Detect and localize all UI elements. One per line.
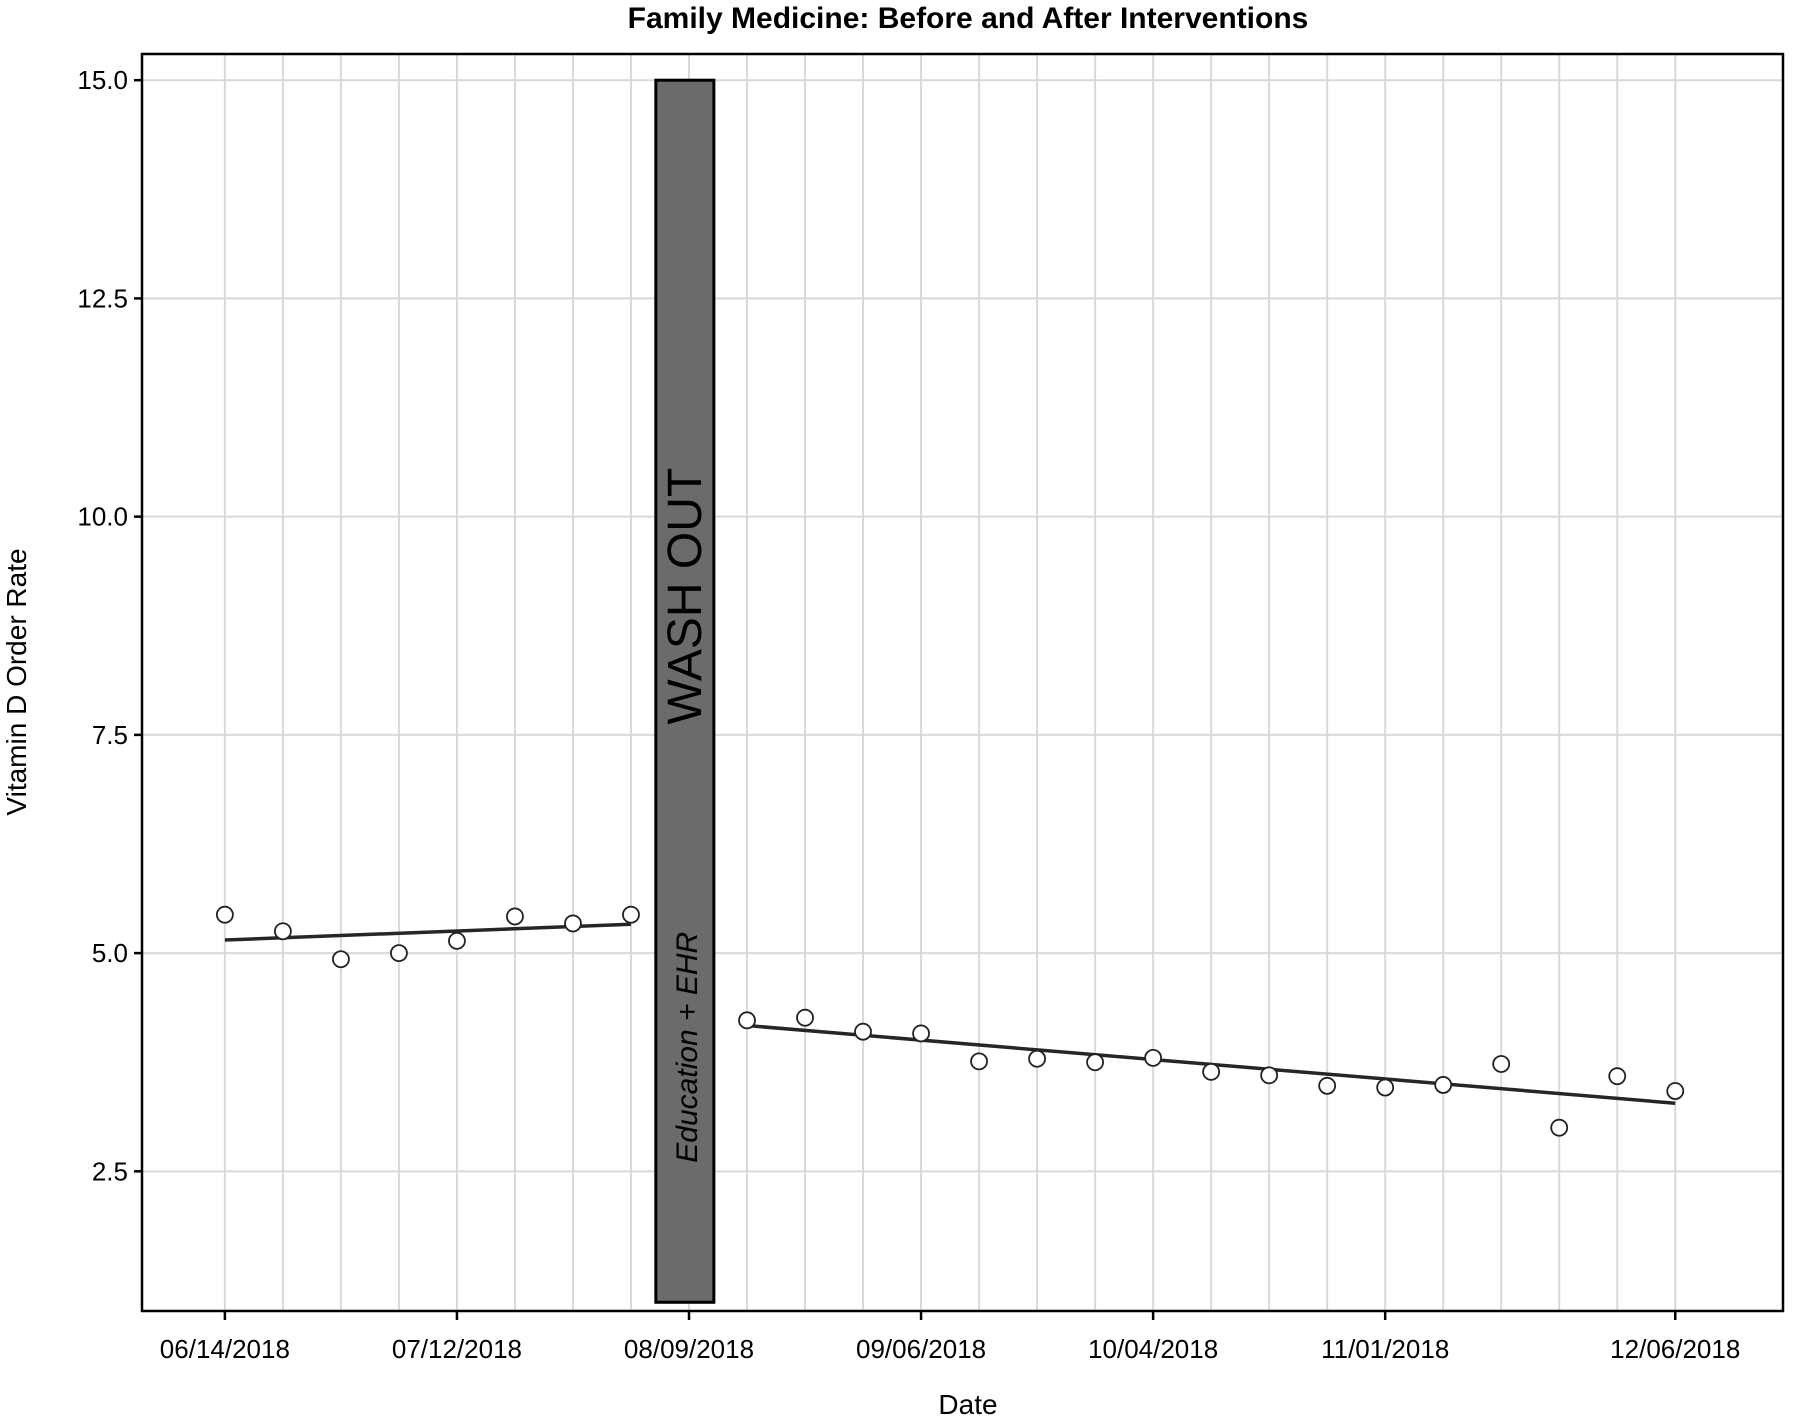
trend-line	[224, 922, 632, 942]
x-tick-label: 12/06/2018	[1610, 1334, 1740, 1364]
grid	[142, 54, 1783, 1311]
data-point	[738, 1011, 756, 1030]
x-tick-label: 10/04/2018	[1088, 1334, 1218, 1364]
trend-lines	[224, 922, 1676, 1105]
y-tick-label: 12.5	[77, 283, 128, 313]
data-point	[1550, 1118, 1569, 1137]
data-point	[622, 905, 640, 924]
x-tick-label: 06/14/2018	[160, 1334, 290, 1364]
data-point	[1202, 1062, 1221, 1081]
chart-title: Family Medicine: Before and After Interv…	[628, 2, 1309, 35]
data-point	[796, 1008, 814, 1027]
y-tick-label: 2.5	[92, 1156, 128, 1186]
x-tick-label: 07/12/2018	[392, 1334, 522, 1364]
data-point	[1492, 1055, 1511, 1073]
wash-out-label: WASH OUT	[659, 468, 712, 725]
y-tick-label: 10.0	[77, 502, 128, 532]
wash-out-band: WASH OUT Education + EHR	[654, 78, 716, 1304]
data-point	[564, 914, 582, 933]
data-point	[1144, 1048, 1163, 1067]
data-point	[1086, 1053, 1105, 1072]
data-point	[273, 922, 292, 941]
x-tick-label: 11/01/2018	[1321, 1334, 1449, 1364]
x-tick-label: 08/09/2018	[624, 1334, 754, 1364]
data-point	[215, 905, 234, 924]
data-point	[912, 1024, 930, 1043]
data-point	[1028, 1049, 1046, 1068]
wash-out-bar	[654, 78, 716, 1304]
x-axis-label: Date	[938, 1389, 997, 1420]
y-tick-label: 5.0	[92, 938, 128, 968]
data-point	[1260, 1066, 1279, 1085]
data-point	[1376, 1078, 1395, 1097]
data-point	[1434, 1076, 1453, 1094]
y-tick-label: 7.5	[92, 720, 128, 750]
data-points	[215, 905, 1685, 1137]
data-point	[506, 907, 524, 926]
data-point	[1318, 1076, 1337, 1095]
y-tick-label: 15.0	[77, 65, 128, 95]
data-point	[854, 1022, 872, 1041]
plot-frame	[140, 52, 1785, 1313]
data-point	[1666, 1082, 1685, 1100]
data-point	[448, 931, 466, 950]
y-axis-label: Vitamin D Order Rate	[1, 548, 32, 815]
data-point	[970, 1052, 988, 1071]
x-tick-label: 09/06/2018	[856, 1334, 986, 1364]
intervention-label: Education + EHR	[671, 932, 704, 1163]
data-point	[332, 950, 350, 969]
data-point	[390, 944, 408, 963]
data-point	[1608, 1067, 1627, 1086]
axis-ticks: 2.5 5.0 7.5 10.0 12.5 15.0 06/14/2018 07/12/201…	[77, 65, 1740, 1364]
